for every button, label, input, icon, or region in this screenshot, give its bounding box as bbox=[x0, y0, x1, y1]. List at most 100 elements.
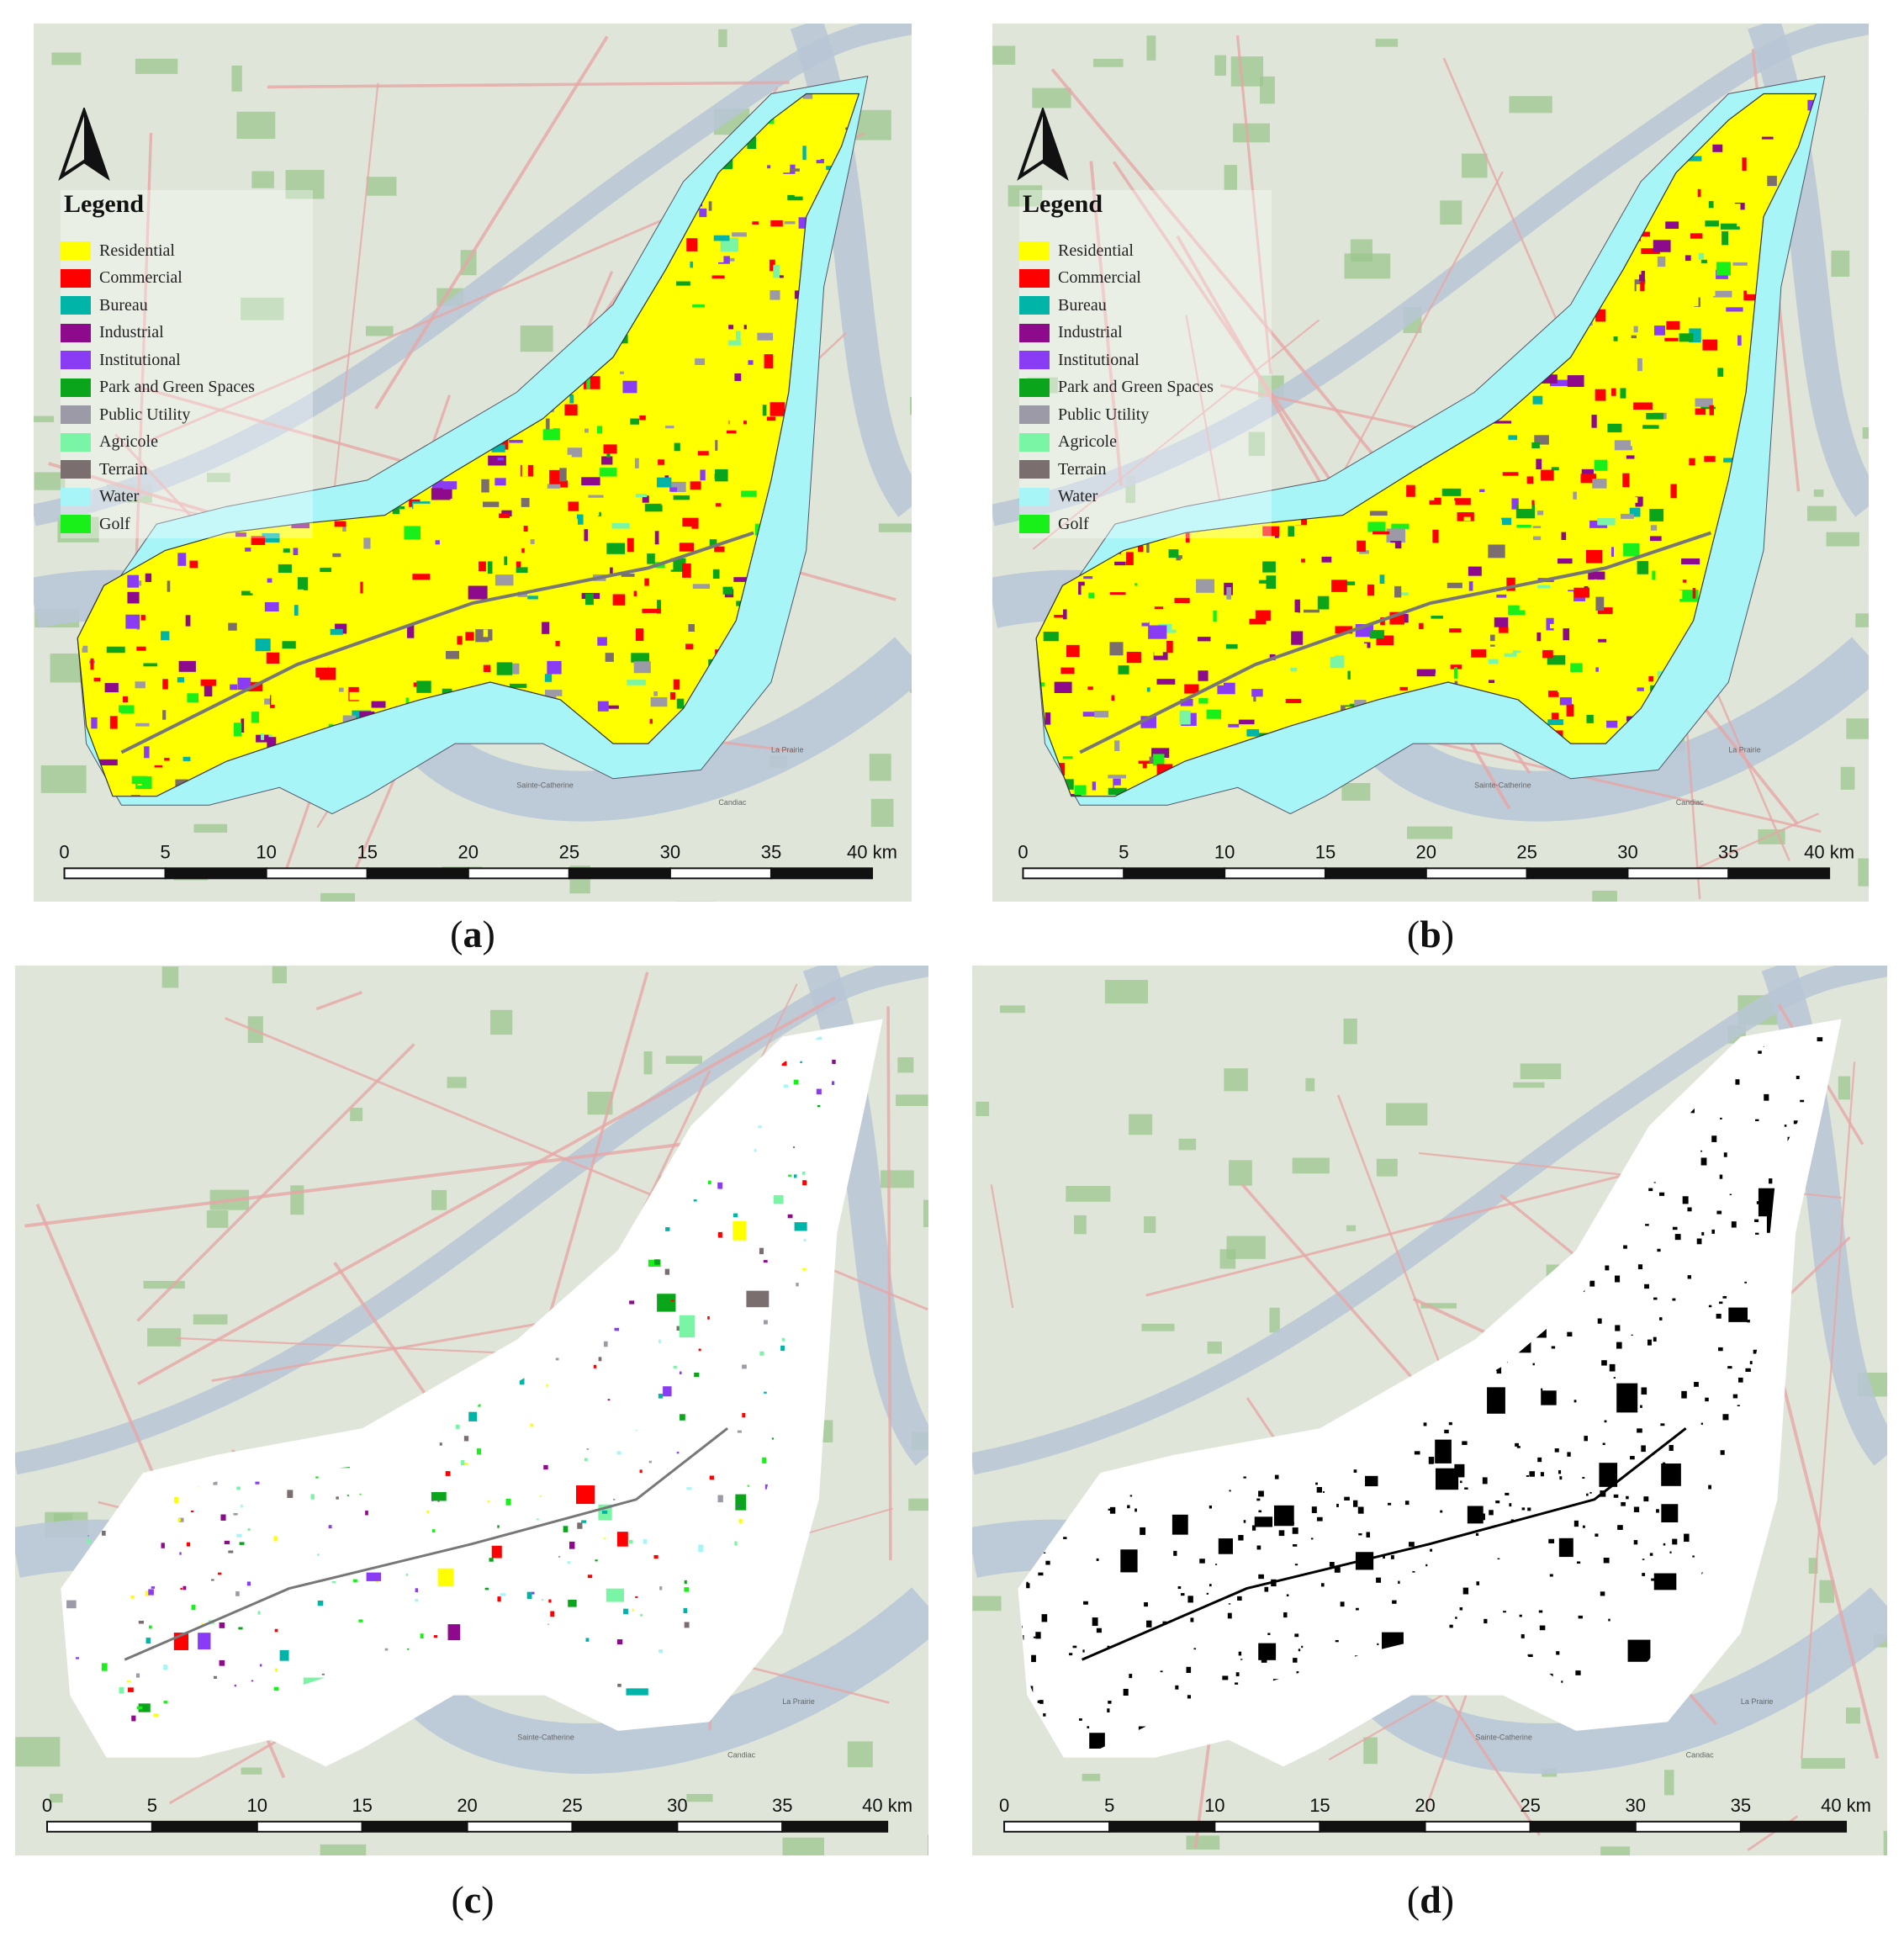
difference-parcel bbox=[742, 1364, 747, 1369]
difference-parcel bbox=[1541, 1388, 1543, 1391]
landuse-parcel bbox=[649, 468, 656, 483]
landuse-parcel bbox=[204, 683, 213, 697]
scalebar-tick-label: 15 bbox=[1315, 841, 1335, 862]
landuse-parcel bbox=[1443, 500, 1456, 511]
landuse-parcel bbox=[682, 563, 691, 578]
landuse-parcel bbox=[1641, 270, 1645, 282]
landuse-parcel bbox=[642, 564, 649, 567]
landuse-parcel bbox=[1680, 558, 1700, 565]
landuse-parcel bbox=[1119, 632, 1134, 640]
scalebar-tick-label: 40 km bbox=[847, 841, 897, 862]
landuse-parcel bbox=[135, 681, 145, 689]
landuse-parcel bbox=[1508, 605, 1526, 616]
landuse-parcel bbox=[1700, 406, 1716, 410]
difference-parcel bbox=[437, 1568, 454, 1587]
landuse-parcel bbox=[1629, 507, 1641, 517]
landuse-parcel bbox=[1627, 606, 1637, 614]
landuse-parcel bbox=[1589, 359, 1597, 372]
legend-item: Institutional bbox=[61, 347, 313, 374]
landuse-parcel bbox=[1159, 738, 1171, 749]
basemap-forest-patch bbox=[241, 297, 284, 320]
difference-parcel bbox=[1430, 1548, 1433, 1552]
landuse-parcel bbox=[1737, 335, 1742, 346]
landuse-parcel bbox=[654, 531, 659, 545]
landuse-parcel bbox=[1600, 683, 1605, 695]
difference-parcel bbox=[698, 1544, 704, 1553]
difference-parcel bbox=[1336, 1503, 1339, 1507]
difference-parcel bbox=[1377, 1643, 1379, 1646]
landuse-parcel bbox=[1637, 357, 1642, 372]
landuse-parcel bbox=[644, 503, 663, 512]
difference-parcel bbox=[1657, 1248, 1661, 1252]
landuse-parcel bbox=[1499, 627, 1509, 633]
landuse-parcel bbox=[642, 608, 661, 613]
difference-parcel bbox=[1692, 1555, 1695, 1558]
difference-parcel bbox=[546, 1384, 548, 1387]
basemap-forest-patch bbox=[909, 397, 912, 415]
landuse-parcel bbox=[91, 717, 98, 729]
landuse-parcel bbox=[1298, 574, 1314, 579]
landuse-parcel bbox=[1559, 543, 1573, 554]
landuse-parcel bbox=[284, 619, 288, 633]
landuse-parcel bbox=[802, 93, 813, 99]
difference-parcel bbox=[1129, 1674, 1133, 1679]
difference-parcel bbox=[1237, 1596, 1242, 1601]
difference-parcel bbox=[1589, 1491, 1592, 1494]
difference-parcel bbox=[796, 1283, 799, 1287]
difference-parcel bbox=[787, 1174, 792, 1177]
landuse-parcel bbox=[145, 573, 152, 582]
landuse-parcel bbox=[378, 524, 389, 529]
basemap-place-label: Candiac bbox=[1686, 1751, 1715, 1760]
landuse-parcel bbox=[630, 418, 639, 425]
landuse-parcel bbox=[1383, 680, 1398, 690]
landuse-parcel bbox=[565, 518, 578, 531]
scalebar-segment bbox=[770, 867, 874, 880]
difference-parcel bbox=[586, 1448, 589, 1450]
difference-parcel bbox=[101, 1663, 108, 1671]
landuse-parcel bbox=[1089, 620, 1097, 634]
difference-parcel bbox=[1294, 1564, 1298, 1566]
basemap-forest-patch bbox=[1248, 431, 1266, 457]
landuse-parcel bbox=[1547, 719, 1563, 726]
landuse-parcel bbox=[1637, 687, 1644, 691]
caption-b: (b) bbox=[1406, 913, 1455, 955]
difference-parcel bbox=[684, 1587, 690, 1592]
landuse-parcel bbox=[708, 201, 712, 211]
basemap-forest-patch bbox=[251, 171, 274, 188]
landuse-parcel bbox=[1124, 548, 1132, 554]
landuse-parcel bbox=[653, 691, 658, 696]
difference-parcel bbox=[1293, 1544, 1298, 1547]
legend-swatch bbox=[1019, 460, 1050, 479]
difference-parcel bbox=[1480, 1513, 1485, 1521]
difference-parcel bbox=[279, 1649, 289, 1661]
difference-parcel bbox=[1144, 1602, 1148, 1607]
landuse-parcel bbox=[431, 488, 451, 500]
difference-parcel bbox=[632, 1608, 634, 1612]
landuse-parcel bbox=[1283, 560, 1297, 569]
landuse-parcel bbox=[1134, 583, 1138, 586]
landuse-parcel bbox=[619, 371, 624, 374]
difference-parcel bbox=[1661, 1504, 1679, 1523]
difference-parcel bbox=[1527, 1654, 1533, 1658]
landuse-parcel bbox=[407, 624, 415, 638]
landuse-parcel bbox=[1695, 252, 1705, 260]
landuse-parcel bbox=[489, 640, 497, 654]
difference-parcel bbox=[66, 1600, 77, 1609]
landuse-parcel bbox=[1663, 244, 1679, 253]
difference-parcel bbox=[567, 1561, 571, 1564]
difference-parcel bbox=[676, 1452, 680, 1454]
difference-parcel bbox=[1764, 1093, 1769, 1101]
basemap-forest-patch bbox=[1032, 87, 1071, 108]
landuse-parcel bbox=[420, 569, 433, 576]
difference-parcel bbox=[1292, 1522, 1294, 1524]
landuse-parcel bbox=[1180, 698, 1193, 707]
landuse-parcel bbox=[599, 468, 617, 477]
landuse-parcel bbox=[1670, 484, 1677, 499]
difference-parcel bbox=[671, 1299, 674, 1302]
landuse-parcel bbox=[1640, 236, 1656, 249]
landuse-parcel bbox=[447, 643, 451, 651]
basemap-forest-patch bbox=[1813, 489, 1824, 497]
landuse-parcel bbox=[584, 529, 589, 542]
basemap-forest-patch bbox=[1376, 1158, 1398, 1177]
